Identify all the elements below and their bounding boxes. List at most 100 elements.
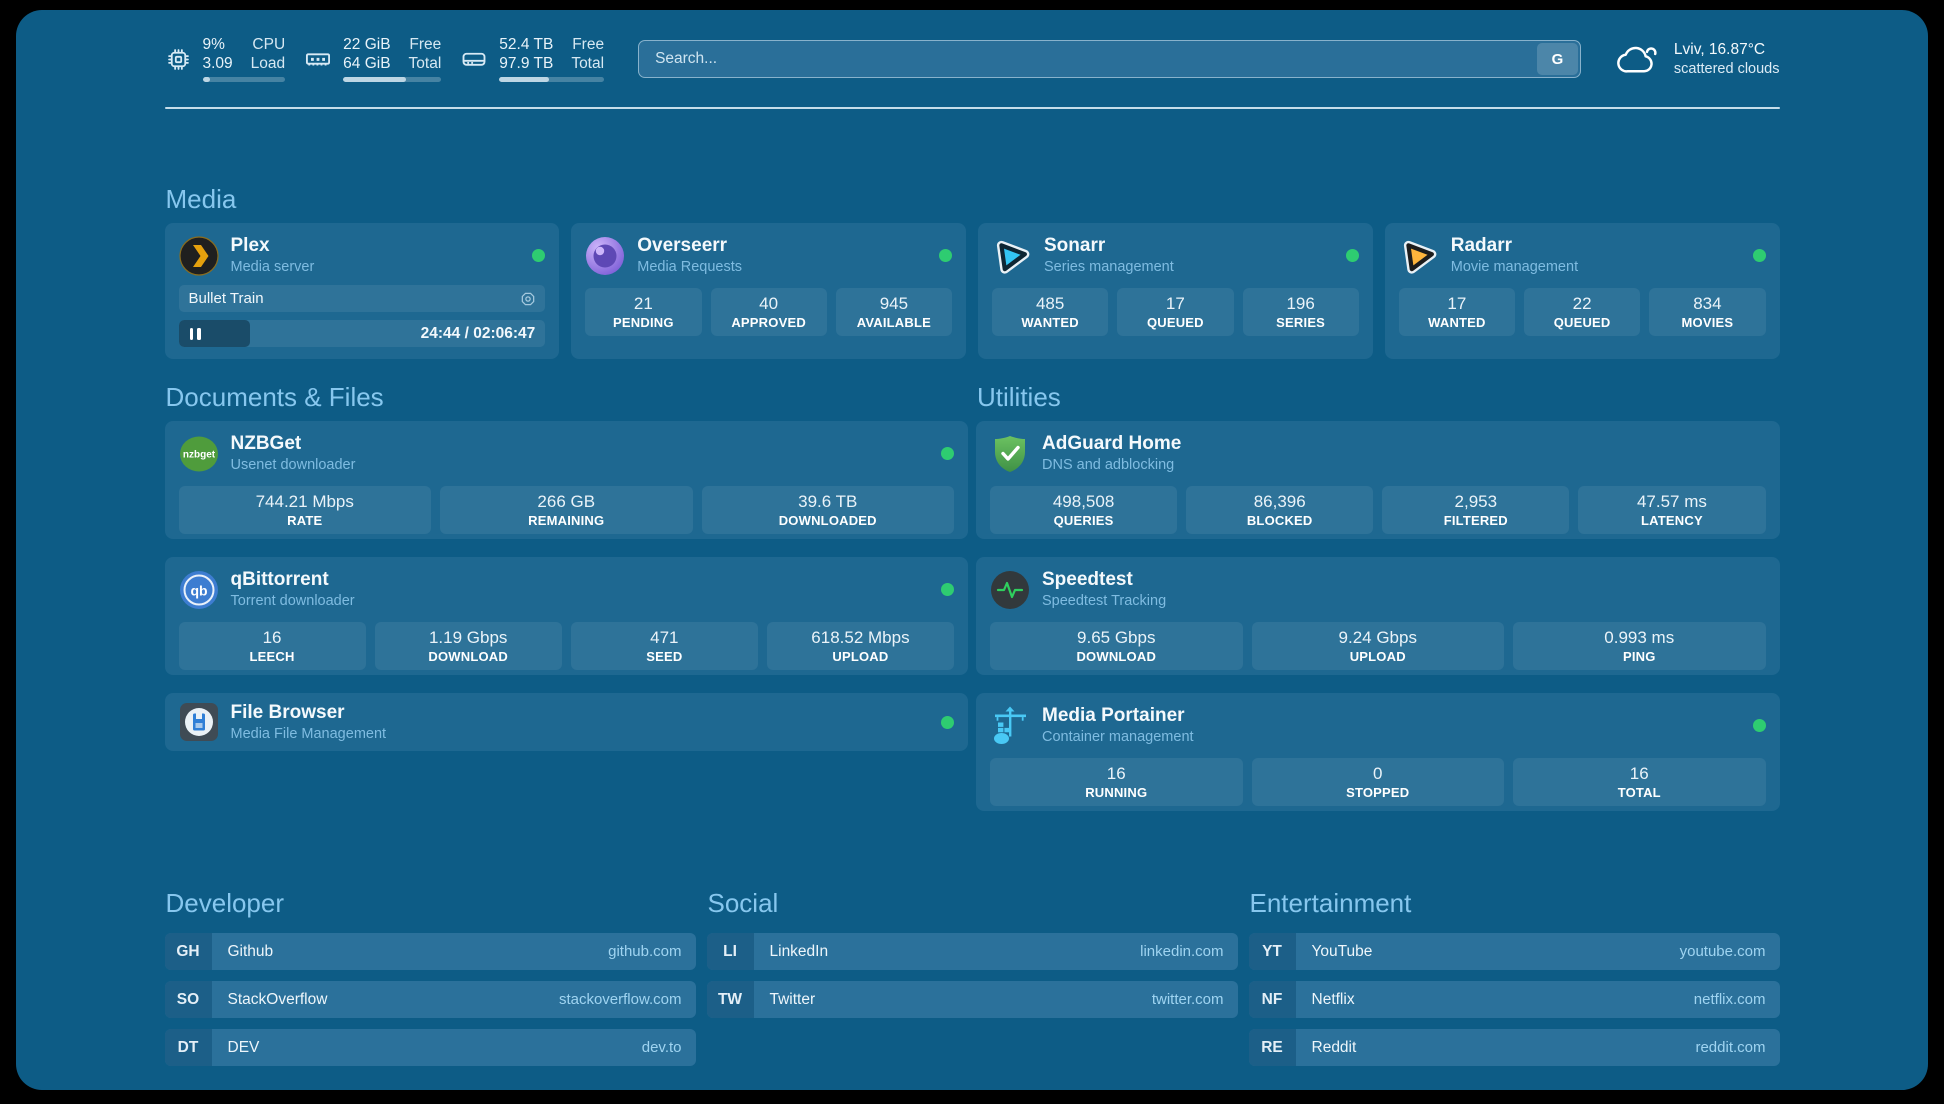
search-provider-button[interactable]: G [1536, 43, 1578, 75]
top-bar: 9% CPU 3.09 Load [165, 35, 1780, 83]
section-title-documents: Documents & Files [165, 382, 384, 412]
bookmark-reddit[interactable]: RE Reddit reddit.com [1248, 1029, 1780, 1066]
stat-total: 16 TOTAL [1513, 758, 1766, 806]
cpu-label-1: CPU [252, 36, 286, 53]
stat-upload: 618.52 Mbps UPLOAD [766, 622, 954, 670]
now-playing-title: Bullet Train [188, 290, 264, 307]
bookmark-url: stackoverflow.com [558, 991, 682, 1008]
memory-label-2: Total [408, 54, 442, 72]
bookmark-name: YouTube [1311, 942, 1373, 960]
bookmark-github[interactable]: GH Github github.com [164, 933, 696, 970]
bookmark-name: Github [227, 942, 274, 960]
cloud-icon [1615, 42, 1661, 76]
bookmark-abbr: DT [164, 1029, 212, 1066]
stat-leech: 16 LEECH [178, 622, 366, 670]
disk-icon [460, 45, 488, 73]
stat-download: 9.65 Gbps DOWNLOAD [990, 622, 1243, 670]
bookmark-url: reddit.com [1695, 1039, 1766, 1056]
app-desc: Movie management [1450, 259, 1579, 275]
card-speedtest[interactable]: Speedtest Speedtest Tracking 9.65 Gbps D… [976, 557, 1780, 675]
card-sonarr[interactable]: Sonarr Series management 485 WANTED 17 Q… [978, 223, 1373, 359]
plex-icon [178, 235, 219, 276]
stat-latency: 47.57 ms LATENCY [1578, 486, 1766, 534]
bookmark-netflix[interactable]: NF Netflix netflix.com [1248, 981, 1780, 1018]
disk-total-value: 97.9 TB [499, 54, 554, 72]
stat-rate: 744.21 Mbps RATE [178, 486, 431, 534]
bookmark-url: github.com [608, 943, 682, 960]
bookmark-abbr: NF [1248, 981, 1296, 1018]
app-desc: Media server [230, 259, 315, 275]
memory-usage-bar [343, 77, 442, 82]
search-bar: G [638, 40, 1581, 78]
stat-blocked: 86,396 BLOCKED [1186, 486, 1374, 534]
app-name: Sonarr [1044, 235, 1106, 256]
dashboard: 9% CPU 3.09 Load [16, 10, 1928, 1090]
card-filebrowser[interactable]: File Browser Media File Management [164, 693, 968, 751]
bookmark-name: Reddit [1311, 1038, 1357, 1056]
app-name: File Browser [230, 701, 345, 723]
search-input[interactable] [638, 40, 1581, 78]
disk-stats: 52.4 TB Free 97.9 TB Total [460, 36, 605, 82]
bookmark-youtube[interactable]: YT YouTube youtube.com [1248, 933, 1780, 970]
card-overseerr[interactable]: Overseerr Media Requests 21 PENDING 40 A… [571, 223, 966, 359]
bookmark-url: youtube.com [1679, 943, 1766, 960]
disk-usage-bar [499, 77, 605, 82]
stat-upload: 9.24 Gbps UPLOAD [1251, 622, 1504, 670]
memory-label-1: Free [409, 36, 442, 53]
bookmark-stackoverflow[interactable]: SO StackOverflow stackoverflow.com [164, 981, 696, 1018]
overseerr-icon [585, 236, 625, 276]
status-dot [941, 715, 954, 729]
cpu-usage-value: 9% [202, 36, 225, 53]
status-dot [941, 447, 954, 460]
portainer-icon [990, 706, 1030, 746]
bookmark-url: dev.to [641, 1039, 682, 1056]
section-title-entertainment: Entertainment [1249, 888, 1412, 918]
utilities-column: Utilities [976, 381, 1780, 829]
cpu-label-2: Load [250, 54, 286, 72]
sonarr-icon [992, 236, 1032, 276]
app-desc: Speedtest Tracking [1042, 593, 1167, 609]
app-desc: DNS and adblocking [1042, 457, 1175, 473]
bookmarks-entertainment: Entertainment YT YouTube youtube.com NF … [1248, 887, 1780, 1077]
app-name: Media Portainer [1042, 705, 1185, 726]
bookmark-url: netflix.com [1693, 991, 1766, 1008]
header-divider [164, 107, 1780, 109]
app-desc: Container management [1042, 729, 1194, 745]
card-radarr[interactable]: Radarr Movie management 17 WANTED 22 QUE… [1384, 223, 1780, 359]
stat-download: 1.19 Gbps DOWNLOAD [374, 622, 562, 670]
card-adguard[interactable]: AdGuard Home DNS and adblocking 498,508 … [976, 421, 1780, 539]
card-qbittorrent[interactable]: qb qBittorrent Torrent downloader 16 LEE… [164, 557, 968, 675]
stat-available: 945 AVAILABLE [835, 288, 952, 336]
weather-widget[interactable]: Lviv, 16.87°C scattered clouds [1615, 40, 1780, 79]
bookmark-name: Netflix [1311, 990, 1355, 1008]
card-plex[interactable]: Plex Media server Bullet Train [164, 223, 560, 359]
nzbget-icon: nzbget [179, 434, 219, 474]
bookmark-linkedin[interactable]: LI LinkedIn linkedin.com [706, 933, 1238, 970]
system-stats: 9% CPU 3.09 Load [165, 36, 605, 82]
qbittorrent-icon: qb [179, 570, 219, 610]
section-title-developer: Developer [165, 888, 285, 918]
stat-stopped: 0 STOPPED [1251, 758, 1504, 806]
status-dot [1752, 249, 1766, 262]
card-nzbget[interactable]: nzbget NZBGet Usenet downloader 744.21 M… [164, 421, 968, 539]
view-icon [520, 291, 545, 307]
bookmark-dev[interactable]: DT DEV dev.to [164, 1029, 696, 1066]
stat-pending: 21 PENDING [585, 288, 702, 336]
filebrowser-icon [179, 702, 219, 742]
app-desc: Media Requests [637, 259, 743, 275]
bookmark-twitter[interactable]: TW Twitter twitter.com [706, 981, 1238, 1018]
playback-row: 24:44 / 02:06:47 [178, 320, 546, 347]
speedtest-icon [990, 570, 1030, 610]
stat-remaining: 266 GB REMAINING [440, 486, 693, 534]
playback-time: 24:44 / 02:06:47 [420, 324, 536, 342]
memory-total-value: 64 GiB [343, 54, 391, 72]
card-portainer[interactable]: Media Portainer Container management 16 … [976, 693, 1780, 811]
app-name: Speedtest [1042, 569, 1133, 590]
bookmarks-developer: Developer GH Github github.com SO StackO… [164, 887, 696, 1077]
bookmark-name: Twitter [769, 990, 816, 1008]
now-playing-row: Bullet Train [178, 285, 546, 312]
pause-button[interactable] [179, 327, 201, 340]
bookmark-abbr: TW [706, 981, 754, 1018]
app-desc: Series management [1044, 259, 1174, 275]
bookmark-name: LinkedIn [769, 942, 829, 960]
